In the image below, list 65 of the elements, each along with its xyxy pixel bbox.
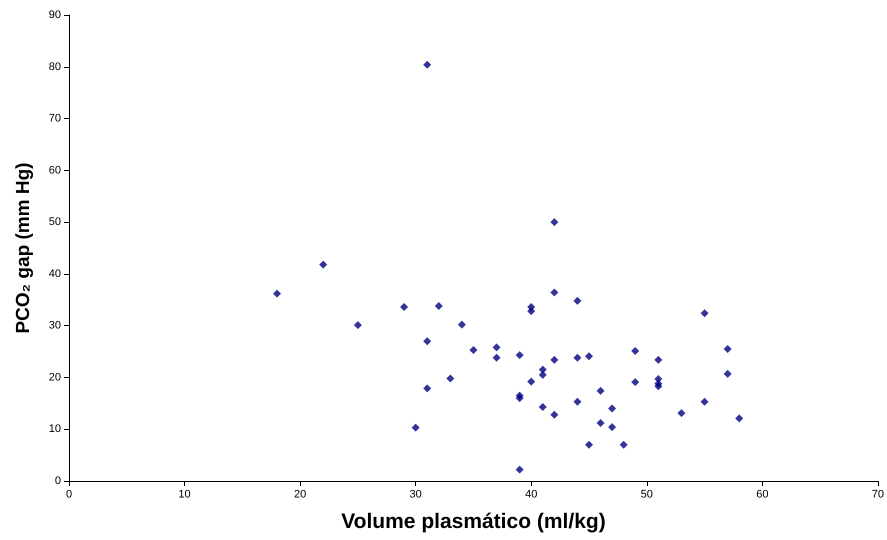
point xyxy=(724,344,732,353)
point xyxy=(423,60,432,69)
point xyxy=(319,260,328,269)
x-tick-label: 50 xyxy=(640,488,653,500)
point xyxy=(550,288,558,297)
x-tick-label: 40 xyxy=(525,488,538,500)
point xyxy=(527,378,536,386)
point xyxy=(458,320,466,329)
y-axis-title: PCO₂ gap (mm Hg) xyxy=(13,162,34,334)
point xyxy=(608,423,616,432)
point xyxy=(538,370,547,379)
point xyxy=(677,409,686,418)
point xyxy=(492,343,501,352)
point xyxy=(584,352,593,360)
point xyxy=(573,398,582,406)
x-tick-label: 0 xyxy=(66,488,72,500)
point xyxy=(469,346,478,354)
point xyxy=(550,218,558,226)
point xyxy=(573,354,582,362)
point xyxy=(516,351,524,360)
y-tick-label: 0 xyxy=(54,475,61,487)
y-tick-label: 80 xyxy=(48,60,61,73)
x-tick-label: 70 xyxy=(872,488,884,500)
x-tick-label: 10 xyxy=(178,488,191,500)
point xyxy=(434,302,443,310)
point xyxy=(354,321,362,330)
point xyxy=(735,414,744,422)
y-tick-label: 10 xyxy=(48,423,61,436)
point xyxy=(423,384,432,392)
point xyxy=(492,354,501,362)
point xyxy=(620,440,628,449)
point xyxy=(527,307,536,316)
y-tick-label: 60 xyxy=(48,164,61,176)
point xyxy=(700,309,709,318)
point xyxy=(573,296,582,305)
x-axis-title: Volume plasmático (ml/kg) xyxy=(341,510,606,533)
point xyxy=(724,370,732,378)
point xyxy=(596,419,605,428)
y-tick-label: 30 xyxy=(48,320,61,332)
point xyxy=(538,402,547,411)
point xyxy=(596,386,605,395)
point xyxy=(654,356,662,364)
point xyxy=(516,394,524,402)
point xyxy=(654,382,662,390)
point xyxy=(412,424,420,432)
point xyxy=(631,347,640,356)
point xyxy=(550,356,558,364)
point xyxy=(446,374,454,382)
point xyxy=(273,290,281,298)
point xyxy=(584,440,593,449)
y-tick-label: 50 xyxy=(48,216,61,228)
point xyxy=(608,404,616,413)
x-tick-label: 30 xyxy=(410,488,422,500)
y-tick-label: 70 xyxy=(48,112,61,125)
point xyxy=(550,410,558,419)
point xyxy=(516,466,524,474)
y-tick-label: 20 xyxy=(48,371,61,384)
y-tick-label: 40 xyxy=(48,268,61,280)
point xyxy=(423,337,432,346)
point xyxy=(631,378,640,386)
x-tick-label: 20 xyxy=(294,488,306,500)
y-tick-label: 90 xyxy=(48,9,61,21)
point xyxy=(400,303,408,312)
x-tick-label: 60 xyxy=(756,488,768,500)
point xyxy=(700,398,709,406)
